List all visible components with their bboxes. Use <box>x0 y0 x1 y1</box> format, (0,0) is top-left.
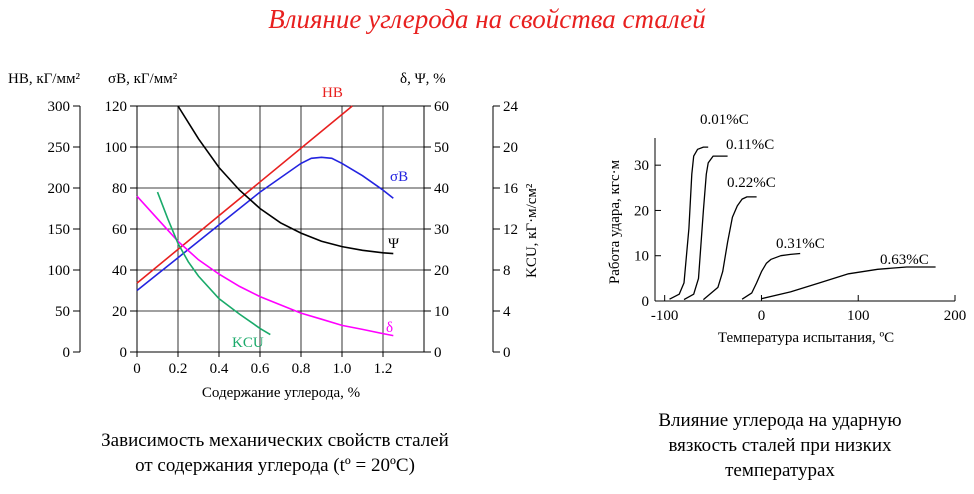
y-tick-label-KCU: 24 <box>503 99 519 115</box>
y-tick-label-sigma: 100 <box>105 140 128 156</box>
x-tick-label: 0 <box>133 361 141 377</box>
right-x-tick-label: -100 <box>651 308 679 324</box>
y-tick-label-delta_psi: 50 <box>434 140 449 156</box>
slide-title: Влияние углерода на свойства сталей <box>268 4 706 34</box>
series-label-hb-hb: HB <box>322 85 343 101</box>
left-chart-caption: Зависимость механических свойств сталей … <box>20 428 530 478</box>
impact-curve-0-01-c <box>669 146 709 300</box>
x-tick-label: 0.8 <box>292 361 311 377</box>
y-tick-label-delta_psi: 10 <box>434 304 449 320</box>
y-tick-label-KCU: 4 <box>503 304 511 320</box>
x-tick-label: 1.0 <box>333 361 352 377</box>
y-tick-label-sigma: 80 <box>112 181 127 197</box>
y-tick-label-KCU: 8 <box>503 263 511 279</box>
impact-curve-label-0-22-c: 0.22%C <box>727 175 776 191</box>
y-tick-label-HB: 100 <box>48 263 71 279</box>
y-tick-label-HB: 200 <box>48 181 71 197</box>
impact-curve-0-63-c <box>761 266 936 300</box>
right-y-tick-label: 0 <box>642 294 650 310</box>
impact-curve-0-11-c <box>683 155 728 301</box>
y-tick-label-sigma: 120 <box>105 99 128 115</box>
left-caption-line-1: Зависимость механических свойств сталей <box>101 430 449 451</box>
y-tick-label-HB: 300 <box>48 99 71 115</box>
y-tick-label-HB: 50 <box>55 304 70 320</box>
right-caption-line-2: вязкость сталей при низких <box>668 435 892 456</box>
y-tick-label-HB: 0 <box>63 345 71 361</box>
y-tick-label-sigma: 20 <box>112 304 127 320</box>
y-tick-label-delta_psi: 30 <box>434 222 449 238</box>
series-label-delta-psi: δ <box>386 320 393 336</box>
series-label-kcu-kcu: KCU <box>232 335 264 351</box>
right-y-tick-label: 30 <box>634 158 649 174</box>
right-x-tick-label: 200 <box>944 308 967 324</box>
y-tick-label-KCU: 16 <box>503 181 519 197</box>
y-axis-title-KCU: KCU, кГ·м/см² <box>524 183 540 278</box>
y-tick-label-delta_psi: 20 <box>434 263 449 279</box>
right-caption-line-1: Влияние углерода на ударную <box>658 410 902 431</box>
right-y-tick-label: 20 <box>634 203 649 219</box>
y-tick-label-KCU: 20 <box>503 140 518 156</box>
right-x-axis-title: Температура испытания, ºC <box>718 330 894 346</box>
impact-curve-0-31-c <box>741 252 801 300</box>
x-tick-label: 1.2 <box>374 361 393 377</box>
series-label-delta-psi: Ψ <box>388 236 400 252</box>
y-tick-label-sigma: 60 <box>112 222 127 238</box>
series-line-kcu-kcu <box>156 191 271 336</box>
left-caption-line-2: от содержания углерода (tº = 20ºC) <box>135 455 415 476</box>
y-tick-label-delta_psi: 40 <box>434 181 449 197</box>
impact-curve-label-0-63-c: 0.63%C <box>880 252 929 268</box>
impact-curve-label-0-31-c: 0.31%C <box>776 236 825 252</box>
x-tick-label: 0.6 <box>251 361 270 377</box>
right-x-tick-label: 0 <box>758 308 766 324</box>
y-tick-label-KCU: 0 <box>503 345 511 361</box>
x-tick-label: 0.4 <box>210 361 229 377</box>
y-axis-title-delta-psi: δ, Ψ, % <box>400 71 446 87</box>
x-axis-title: Содержание углерода, % <box>202 385 360 401</box>
impact-curve-0-22-c <box>702 196 757 301</box>
x-tick-label: 0.2 <box>169 361 188 377</box>
right-y-axis-title: Работа удара, кгс·м <box>607 159 623 284</box>
series-label-sigma: σВ <box>390 169 408 185</box>
series-line-delta-psi <box>177 105 394 255</box>
right-caption-line-3: температурах <box>725 460 835 481</box>
y-tick-label-delta_psi: 0 <box>434 345 442 361</box>
impact-curve-label-0-11-c: 0.11%C <box>726 137 774 153</box>
y-tick-label-sigma: 40 <box>112 263 127 279</box>
series-line-sigma <box>136 156 394 292</box>
y-tick-label-HB: 150 <box>48 222 71 238</box>
y-tick-label-KCU: 12 <box>503 222 518 238</box>
right-x-tick-label: 100 <box>847 308 870 324</box>
y-axis-title-sigma: σВ, кГ/мм² <box>108 71 178 87</box>
y-tick-label-delta_psi: 60 <box>434 99 449 115</box>
impact-curve-label-0-01-c: 0.01%C <box>700 112 749 128</box>
right-chart-caption: Влияние углерода на ударную вязкость ста… <box>605 408 955 483</box>
y-tick-label-HB: 250 <box>48 140 71 156</box>
series-line-delta-psi <box>136 195 394 337</box>
y-tick-label-sigma: 0 <box>120 345 128 361</box>
right-y-tick-label: 10 <box>634 249 649 265</box>
y-axis-title-HB: HB, кГ/мм² <box>8 71 80 87</box>
